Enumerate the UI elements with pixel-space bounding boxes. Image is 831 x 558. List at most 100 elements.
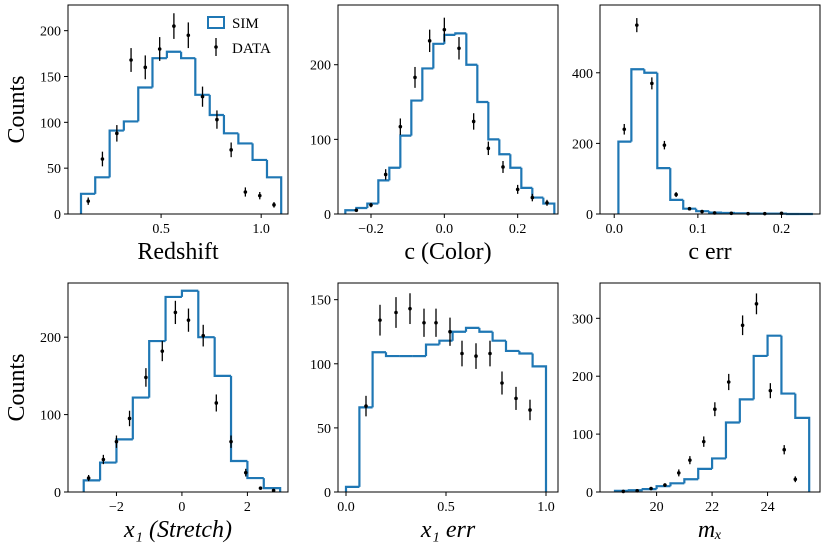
sim-bin (410, 99, 423, 136)
x-axis-label: x₁ (Stretch) (123, 517, 232, 543)
sim-bin (710, 457, 726, 469)
y-tick-label: 100 (310, 358, 331, 373)
sim-bin (358, 406, 373, 487)
sim-bin (465, 33, 478, 66)
y-tick-label: 0 (324, 208, 331, 223)
data-point (663, 483, 667, 487)
x-tick-label: 20 (650, 500, 664, 515)
data-point (427, 39, 432, 43)
x-tick-label: 0.5 (437, 500, 455, 515)
data-point (186, 33, 191, 38)
data-point (729, 211, 734, 216)
data-point (127, 416, 132, 421)
sim-bin (180, 51, 196, 60)
sim-bin (780, 335, 796, 395)
data-point (474, 354, 478, 358)
data-point (408, 306, 412, 311)
data-point (157, 47, 162, 51)
sim-bin (424, 343, 440, 357)
sim-bin (108, 129, 124, 178)
legend-label: DATA (232, 41, 271, 57)
sim-bin (708, 211, 723, 214)
sim-bin (388, 166, 401, 181)
y-tick-label: 200 (572, 137, 593, 152)
data-point (394, 310, 398, 315)
y-tick-label: 300 (572, 312, 593, 327)
data-point (143, 65, 148, 70)
data-point (688, 458, 692, 462)
sim-bin (476, 64, 489, 104)
data-point (271, 488, 276, 493)
data-point (144, 375, 148, 380)
x-tick-label: 0.0 (605, 222, 623, 237)
data-point (500, 381, 504, 385)
panel: 0 200 400 0.0 0.1 0.2 c err (572, 4, 821, 265)
sim-bin (724, 421, 740, 459)
sim-bin (421, 67, 434, 101)
y-tick-label: 0 (324, 486, 331, 501)
sim-bin (366, 202, 379, 209)
data-point (100, 157, 105, 161)
sim-bin (669, 168, 684, 201)
x-axis-label: mₓ (698, 517, 722, 543)
x-axis-label: Redshift (137, 239, 219, 265)
y-tick-label: 200 (40, 331, 61, 346)
sim-bin (229, 375, 248, 463)
x-tick-label: 2 (244, 500, 251, 515)
axes-frame (337, 282, 559, 493)
data-point (383, 172, 388, 177)
data-point (200, 94, 205, 99)
data-point (229, 439, 233, 444)
data-point (201, 333, 206, 338)
data-point (779, 211, 784, 216)
data-point (701, 439, 706, 444)
y-tick-label: 100 (40, 409, 61, 424)
data-point (676, 471, 681, 475)
x-tick-label: 0.1 (689, 222, 707, 237)
x-tick-label: 0.2 (773, 222, 791, 237)
data-point (354, 208, 359, 213)
sim-bin (738, 398, 754, 423)
sim-bin (487, 102, 500, 141)
data-point (86, 199, 91, 203)
y-tick-label: 400 (572, 67, 593, 82)
legend: SIM DATA (207, 16, 271, 57)
x-tick-label: 22 (705, 500, 719, 515)
legend-sim-swatch (207, 16, 225, 29)
data-point (86, 476, 91, 480)
data-point (486, 146, 491, 151)
legend-data-dot (214, 45, 218, 49)
sim-bin (194, 58, 210, 96)
data-point (713, 407, 717, 412)
data-point (129, 58, 133, 62)
sim-bin (222, 115, 239, 135)
data-point (501, 165, 505, 169)
panel: 0 100 200 −2 0 2 x₁ (Stretch) Counts (4, 282, 289, 543)
data-point (172, 24, 176, 28)
sim-bin (542, 197, 556, 214)
sim-bin (656, 72, 671, 170)
x-tick-label: −0.2 (358, 222, 383, 237)
sim-bin (438, 339, 453, 345)
sim-bin (213, 337, 232, 377)
sim-bin (251, 143, 267, 162)
data-point (457, 46, 461, 51)
data-point (186, 318, 191, 322)
x-tick-label: −2 (109, 500, 124, 515)
panel: 0 100 200 −0.2 0.0 0.2 c (Color) (310, 4, 559, 265)
panel: 0 100 200 300 20 22 24 mₓ (572, 282, 821, 543)
data-point (621, 489, 626, 494)
data-point (740, 323, 745, 328)
data-point (687, 206, 692, 211)
sim-bin (504, 340, 520, 353)
sim-bin (432, 42, 445, 69)
sim-bin (451, 330, 466, 341)
sim-bin (630, 68, 645, 142)
data-point (793, 477, 798, 482)
sim-bin (131, 396, 150, 440)
axes-frame (67, 282, 289, 493)
sim-bin (518, 350, 533, 355)
sim-bin (98, 461, 117, 481)
